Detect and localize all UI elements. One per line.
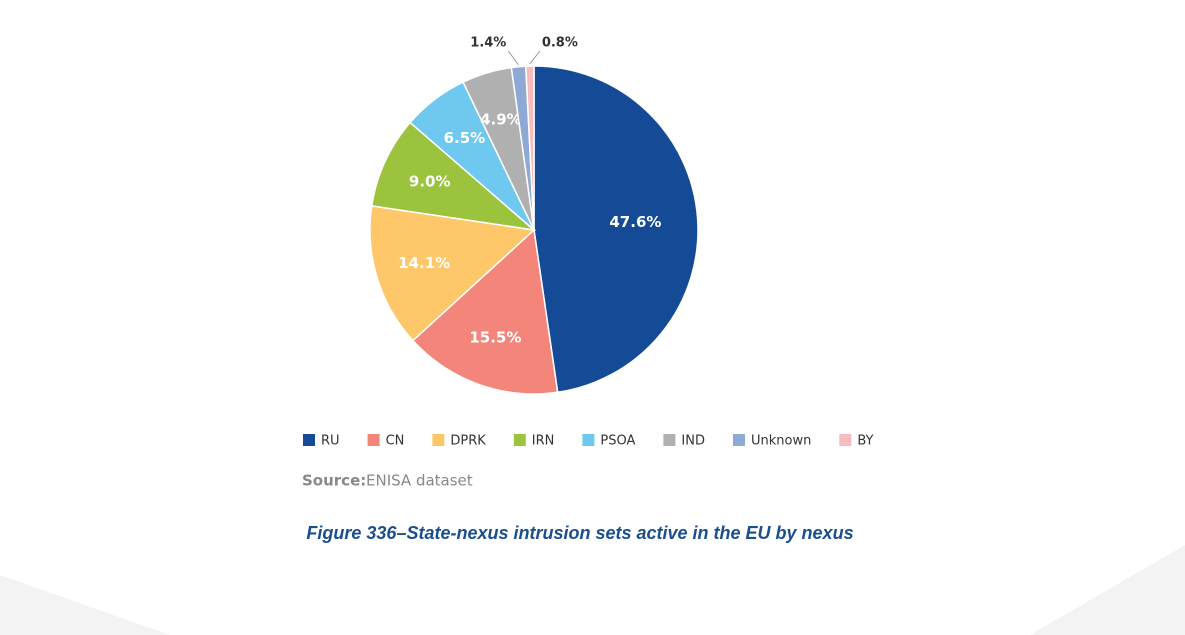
source-text: ENISA dataset xyxy=(366,472,473,490)
legend-swatch xyxy=(663,434,676,446)
pie-slice xyxy=(369,204,536,342)
legend-swatch xyxy=(367,434,380,446)
data-label: 47.6% xyxy=(609,213,661,231)
data-label: 9.0% xyxy=(409,173,451,191)
legend-label: RU xyxy=(321,434,340,449)
legend-swatch xyxy=(582,434,595,446)
legend-swatch xyxy=(732,434,745,446)
legend-swatch xyxy=(513,434,526,446)
legend-label: DPRK xyxy=(450,434,486,449)
data-label: 6.5% xyxy=(444,129,486,147)
background-shape xyxy=(0,575,170,635)
legend-swatch xyxy=(303,434,315,446)
legend-swatch xyxy=(839,434,852,446)
pie-slice xyxy=(411,228,559,395)
legend-label: PSOA xyxy=(600,434,635,449)
leader-line xyxy=(507,50,519,66)
legend-label: BY xyxy=(857,434,873,449)
legend-label: IRN xyxy=(532,434,555,449)
legend-swatch xyxy=(432,434,445,446)
legend-label: IND xyxy=(681,434,705,449)
leader-line xyxy=(529,50,541,65)
data-label: 1.4% xyxy=(470,36,506,51)
source-label: Source: xyxy=(302,472,366,490)
legend-label: CN xyxy=(386,434,405,449)
caption: Figure 336–State-nexus intrusion sets ac… xyxy=(306,523,853,543)
legend: RU CN DPRK IRN PSOA IND Unknown BY xyxy=(303,434,874,449)
pie-slice xyxy=(524,65,535,231)
data-label: 0.8% xyxy=(542,36,578,51)
pie-slice xyxy=(533,65,699,394)
legend-label: Unknown xyxy=(751,434,811,449)
background-shape xyxy=(1030,545,1185,635)
pie-slice xyxy=(370,121,537,232)
data-label: 14.1% xyxy=(398,254,450,272)
pie: 47.6% 15.5% 14.1% 9.0% 6.5%4.9% 1.4% 0.8% xyxy=(369,36,699,395)
data-label: 4.9% xyxy=(480,111,522,129)
data-label: 15.5% xyxy=(469,329,521,347)
